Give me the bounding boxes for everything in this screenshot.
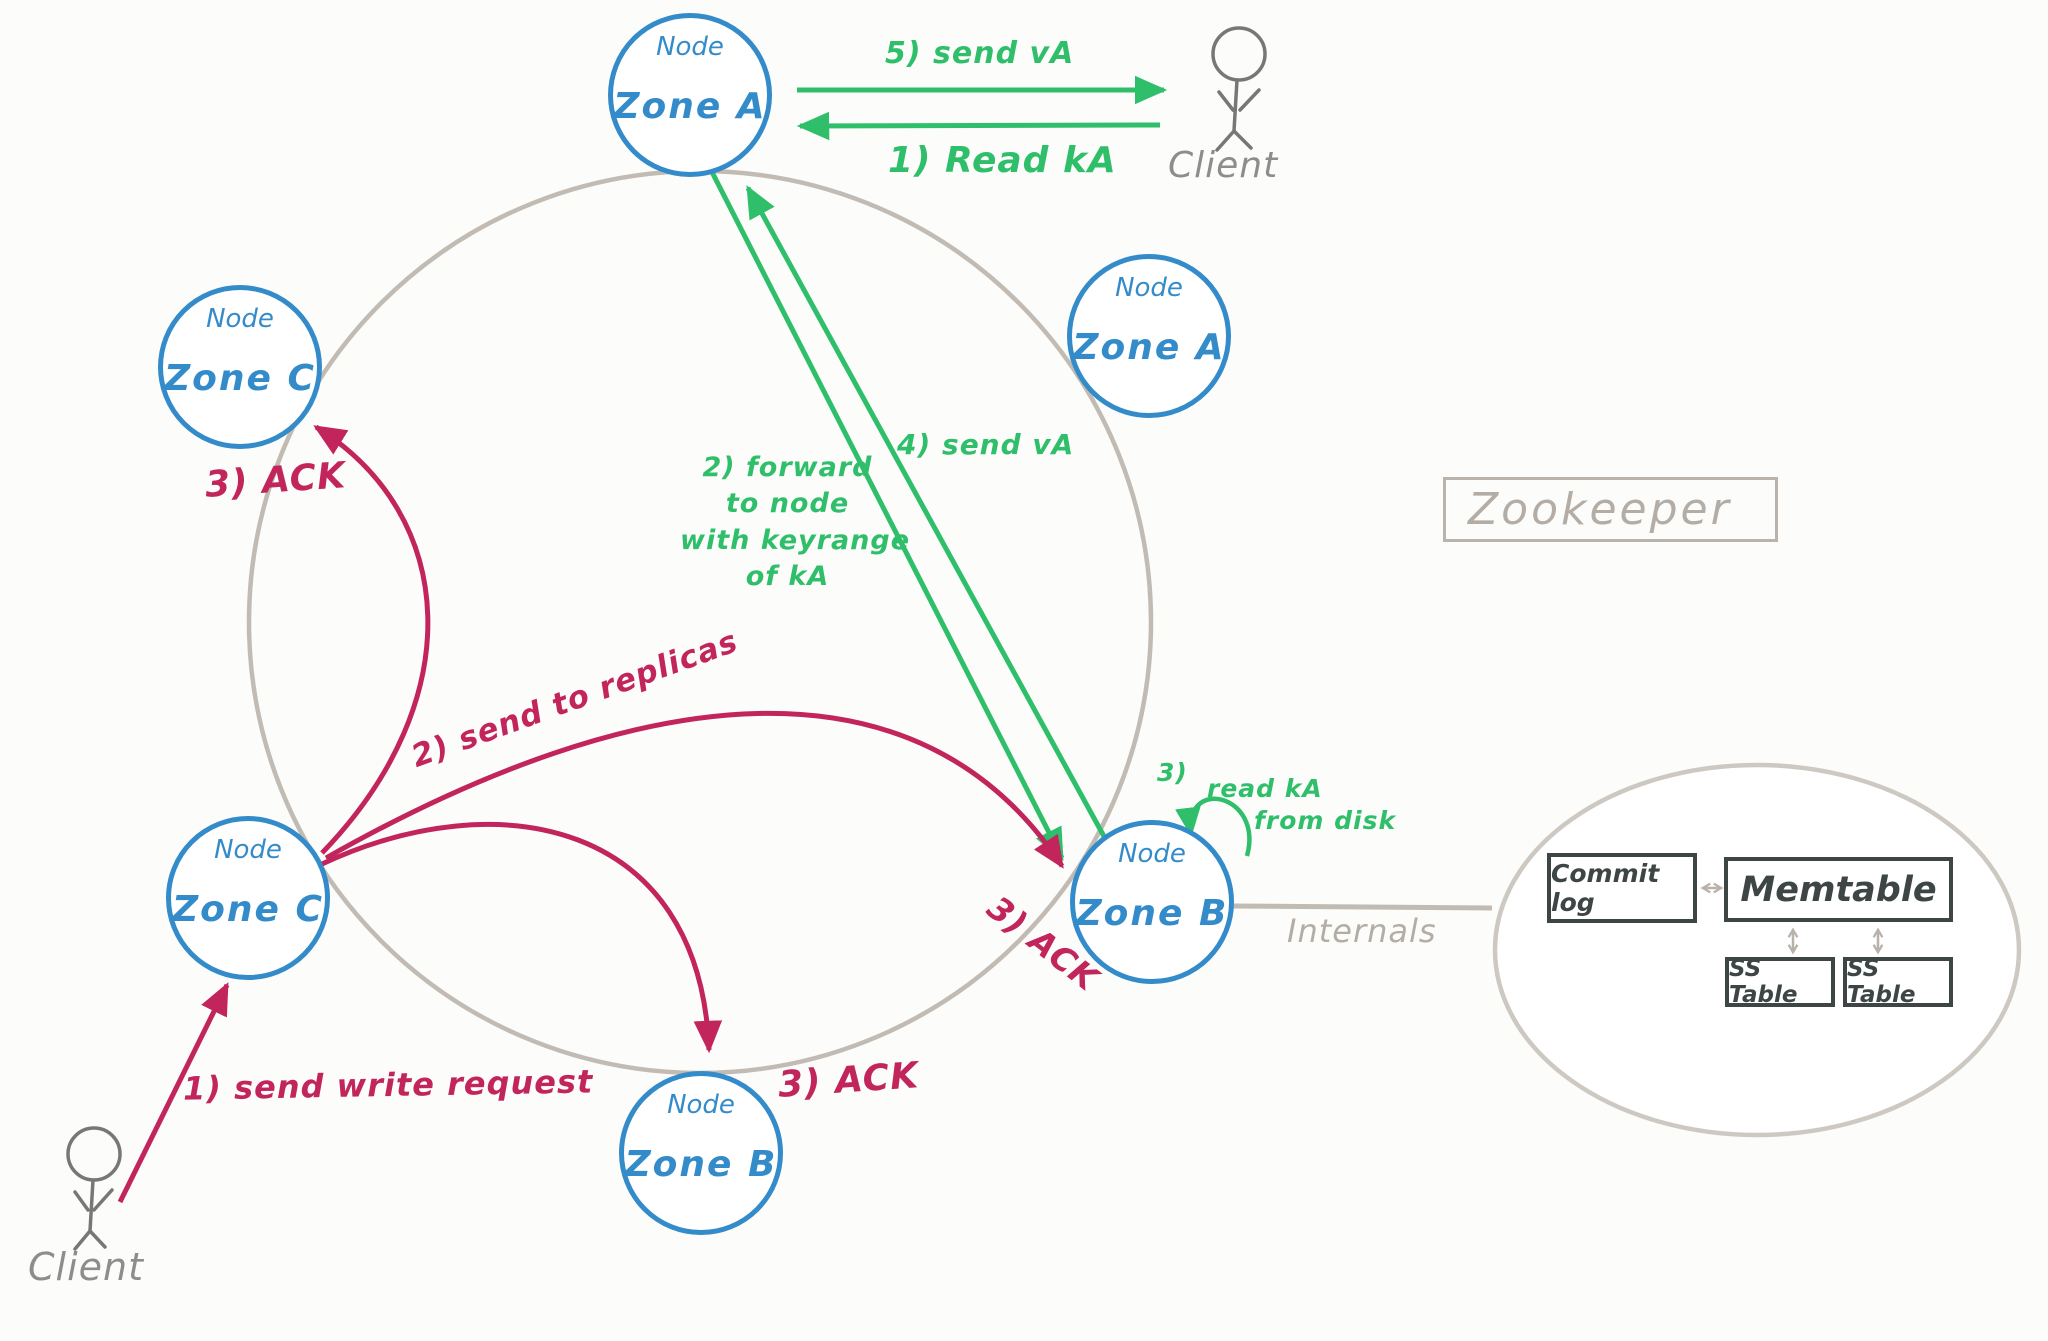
label-step3-prefix: 3) — [1157, 758, 1188, 787]
arrow-read-from-disk-loop — [1175, 796, 1252, 857]
arrow-read-ka-from-client — [796, 111, 1161, 141]
node-title: Node — [206, 304, 274, 334]
internals-ellipse — [1492, 762, 2022, 1138]
commit-log-box: Commit log — [1547, 853, 1697, 923]
sstable-left-label: SS Table — [1729, 956, 1798, 1008]
node-zone-b-right: Node Zone B — [1070, 820, 1234, 984]
arrow-forward-to-node-b — [709, 170, 1065, 861]
node-title: Node — [1118, 839, 1186, 869]
node-zone-c-upper: Node Zone C — [158, 285, 322, 449]
node-title: Node — [656, 32, 724, 62]
arrow-write-request — [117, 982, 230, 1204]
label-step1-write-request: 1) send write request — [182, 1062, 594, 1108]
node-zone-b-bottom: Node Zone B — [619, 1071, 783, 1235]
client-read-stick-figure-icon — [1211, 26, 1267, 152]
node-zone-label: Zone C — [172, 889, 324, 930]
node-title: Node — [667, 1090, 735, 1120]
label-step2-forward-line2: to node — [725, 488, 850, 520]
node-zone-label: Zone B — [1075, 893, 1229, 934]
label-client-write: Client — [28, 1245, 145, 1289]
label-client-read: Client — [1168, 145, 1279, 186]
label-step5-send-va: 5) send vA — [885, 36, 1075, 71]
label-step1-read-ka: 1) Read kA — [888, 140, 1117, 181]
label-step2-forward-line4: of kA — [745, 561, 830, 593]
sstable-right-box: SS Table — [1843, 956, 1953, 1008]
arrow-replicate-to-zone-b-bottom — [320, 821, 723, 1054]
node-zone-a-right: Node Zone A — [1067, 254, 1231, 418]
sstable-left-box: SS Table — [1725, 956, 1835, 1008]
node-zone-label: Zone A — [1072, 327, 1226, 368]
node-zone-a-top: Node Zone A — [608, 13, 772, 177]
label-step3-read-ka: read kA — [1207, 774, 1323, 803]
sstable-right-label: SS Table — [1847, 956, 1916, 1008]
internals-connector-line — [1232, 903, 1493, 911]
label-step2-forward: 2) forward to node with keyrange of kA — [680, 450, 911, 596]
node-title: Node — [214, 835, 282, 865]
label-step3-from-disk: from disk — [1254, 806, 1397, 835]
commit-log-label: Commit log — [1551, 859, 1660, 917]
memtable-box: Memtable — [1724, 857, 1953, 922]
arrow-replicate-to-zone-b-right — [324, 710, 1065, 869]
node-zone-label: Zone C — [164, 358, 316, 399]
label-step2-forward-line1: 2) forward — [702, 452, 873, 483]
client-write-stick-figure-icon — [66, 1126, 122, 1251]
arrow-replicate-to-zone-c-upper — [313, 424, 431, 855]
label-internals: Internals — [1287, 912, 1437, 950]
label-step4-send-va: 4) send vA — [897, 428, 1075, 461]
node-zone-label: Zone B — [624, 1144, 778, 1185]
node-title: Node — [1115, 273, 1183, 303]
memtable-label: Memtable — [1740, 869, 1937, 910]
node-zone-label: Zone A — [613, 86, 767, 127]
zookeeper-box: Zookeeper — [1443, 477, 1778, 542]
label-step2-forward-line3: with keyrange — [680, 524, 911, 556]
node-zone-c-lower: Node Zone C — [166, 816, 330, 980]
zookeeper-label: Zookeeper — [1468, 484, 1732, 535]
arrow-send-va-to-node-a — [745, 185, 1109, 842]
